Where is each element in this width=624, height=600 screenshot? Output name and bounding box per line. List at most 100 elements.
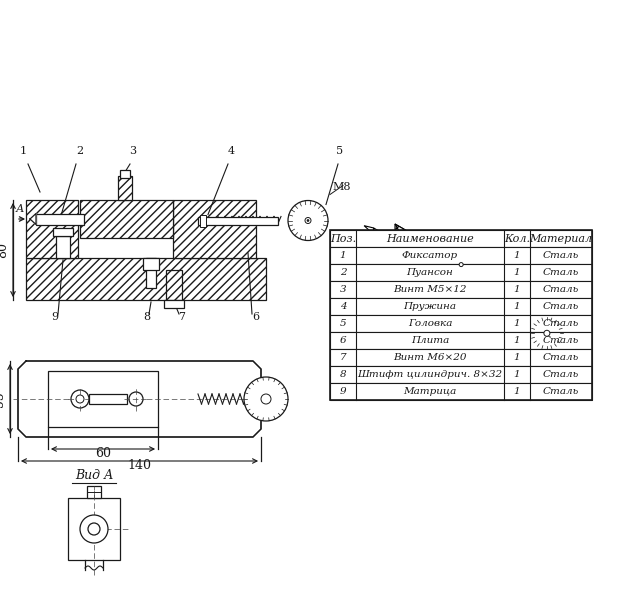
Text: 140: 140 (127, 459, 152, 472)
Text: 8: 8 (339, 370, 346, 379)
Circle shape (76, 395, 84, 403)
Polygon shape (395, 224, 424, 280)
Circle shape (288, 200, 328, 241)
Bar (164, 300, 184, 308)
Bar (200, 214, 206, 226)
Polygon shape (424, 241, 442, 311)
Bar (330, 298, 592, 315)
Polygon shape (427, 245, 484, 302)
Text: 1: 1 (514, 251, 520, 260)
Text: 8: 8 (144, 312, 150, 322)
Text: Винт М5×12: Винт М5×12 (393, 285, 467, 294)
Text: 2: 2 (339, 268, 346, 277)
Polygon shape (509, 290, 527, 361)
Bar (198, 217, 278, 224)
Text: 9: 9 (51, 312, 59, 322)
Text: Сталь: Сталь (543, 251, 579, 260)
Circle shape (544, 330, 550, 336)
Circle shape (129, 392, 143, 406)
Text: 2: 2 (76, 146, 84, 156)
Text: 1: 1 (19, 146, 27, 156)
Text: Сталь: Сталь (543, 353, 579, 362)
Text: Поз.: Поз. (330, 233, 356, 244)
Text: Головка: Головка (408, 319, 452, 328)
Text: 7: 7 (178, 312, 185, 322)
Text: 9: 9 (339, 387, 346, 396)
Bar (330, 264, 592, 281)
Text: 3: 3 (129, 146, 137, 156)
Circle shape (456, 260, 466, 269)
Polygon shape (488, 293, 495, 302)
Polygon shape (526, 315, 534, 325)
Text: Фиксатор: Фиксатор (402, 251, 458, 260)
Bar (143, 258, 159, 270)
Circle shape (261, 394, 271, 404)
Bar (89, 394, 127, 404)
Polygon shape (395, 224, 442, 272)
Text: Сталь: Сталь (543, 285, 579, 294)
Polygon shape (511, 306, 519, 316)
Circle shape (244, 377, 288, 421)
Bar (80, 200, 173, 238)
Text: Материал: Материал (529, 233, 593, 244)
Text: 6: 6 (253, 312, 260, 322)
Bar (118, 176, 132, 200)
Bar (36, 214, 84, 224)
Text: 1: 1 (514, 319, 520, 328)
Circle shape (459, 263, 463, 266)
Bar (330, 349, 592, 366)
Bar (330, 281, 592, 298)
Text: 80: 80 (0, 242, 9, 258)
Text: Матрица: Матрица (403, 387, 457, 396)
Polygon shape (480, 274, 509, 330)
Text: М8: М8 (332, 182, 351, 193)
Text: Плита: Плита (411, 336, 449, 345)
Polygon shape (534, 319, 541, 329)
Circle shape (307, 220, 309, 221)
Text: 1: 1 (514, 268, 520, 277)
Bar (330, 247, 592, 264)
Text: Сталь: Сталь (543, 302, 579, 311)
Bar (120, 170, 130, 178)
Polygon shape (18, 361, 261, 437)
Circle shape (305, 217, 311, 223)
Text: 60: 60 (95, 447, 111, 460)
Polygon shape (395, 264, 509, 346)
Circle shape (71, 390, 89, 408)
Polygon shape (509, 330, 527, 377)
Text: Винт М6×20: Винт М6×20 (393, 353, 467, 362)
Polygon shape (374, 228, 431, 268)
Bar (330, 230, 592, 400)
Text: 1: 1 (514, 285, 520, 294)
Text: А: А (16, 204, 24, 214)
Text: Сталь: Сталь (543, 387, 579, 396)
Text: 1: 1 (514, 353, 520, 362)
Bar (26, 258, 266, 300)
Polygon shape (395, 264, 527, 361)
Text: 55: 55 (0, 391, 6, 407)
Text: Кол.: Кол. (504, 233, 530, 244)
Bar (330, 383, 592, 400)
Text: 3: 3 (339, 285, 346, 294)
Circle shape (80, 515, 108, 543)
Text: Сталь: Сталь (543, 319, 579, 328)
Polygon shape (30, 214, 36, 224)
Text: Сталь: Сталь (543, 370, 579, 379)
Polygon shape (495, 298, 503, 307)
Circle shape (531, 317, 563, 349)
Text: 1: 1 (514, 336, 520, 345)
Circle shape (434, 319, 442, 326)
Text: 1: 1 (514, 302, 520, 311)
Text: 1: 1 (514, 370, 520, 379)
Bar (330, 332, 592, 349)
Text: Пружина: Пружина (404, 302, 457, 311)
Polygon shape (427, 245, 495, 299)
Bar (53, 228, 73, 236)
Bar (330, 315, 592, 332)
Bar (68, 498, 120, 560)
Bar (146, 258, 156, 288)
Text: 4: 4 (227, 146, 235, 156)
Text: 5: 5 (336, 146, 344, 156)
Bar (330, 366, 592, 383)
Text: 1: 1 (514, 387, 520, 396)
